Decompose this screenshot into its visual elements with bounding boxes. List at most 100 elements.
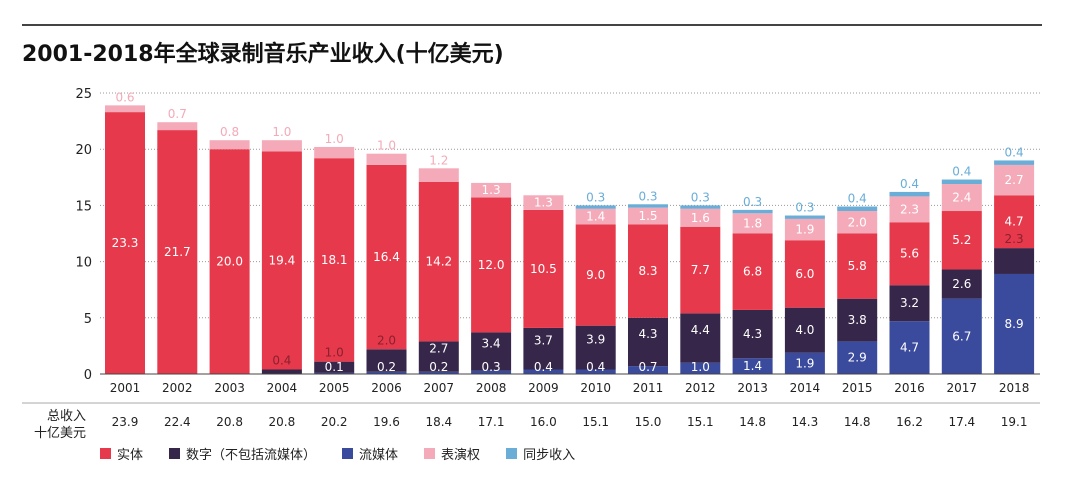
streaming-label: 0.3 (482, 360, 501, 374)
sync-label: 0.3 (638, 189, 657, 203)
bar-segment (889, 191, 930, 197)
bar-segment (784, 240, 825, 308)
legend: 实体 数字（不包括流媒体） 流媒体 表演权 同步收入 (100, 444, 575, 463)
bar-segment (732, 233, 773, 310)
bar-segment (889, 222, 930, 286)
digital-label: 4.4 (691, 323, 710, 337)
streaming-label: 6.7 (952, 329, 971, 343)
streaming-label: 2.9 (848, 351, 867, 365)
legend-item: 流媒体 (342, 444, 398, 463)
performance-rights-label: 0.7 (168, 107, 187, 121)
bar-segment (418, 341, 459, 372)
bar-segment (680, 226, 721, 314)
totals-row-unit: 十亿美元 (34, 426, 86, 441)
sync-label: 0.3 (795, 201, 814, 215)
bar-segment (837, 211, 878, 234)
legend-label: 表演权 (441, 448, 481, 463)
bar-segment (941, 184, 982, 212)
chart-title: 2001-2018年全球录制音乐产业收入(十亿美元) (22, 42, 504, 67)
physical-label: 8.3 (638, 264, 657, 278)
digital-label: 3.2 (900, 296, 919, 310)
performance-rights-label: 1.0 (325, 132, 344, 146)
x-tick-label: 2002 (162, 381, 193, 395)
physical-label: 16.4 (373, 250, 400, 264)
performance-rights-label: 1.3 (482, 183, 501, 197)
bar-segment (837, 298, 878, 342)
bar-segment (784, 215, 825, 219)
x-tick-label: 2006 (371, 381, 402, 395)
bar-segment (680, 362, 721, 374)
performance-rights-label: 2.7 (1005, 173, 1024, 187)
bar-segment (314, 372, 355, 374)
bar-segment (889, 196, 930, 223)
total-revenue-value: 19.1 (1001, 415, 1028, 429)
bar-segment (471, 332, 512, 371)
total-revenue-value: 14.8 (739, 415, 766, 429)
digital-label: 2.7 (429, 342, 448, 356)
x-tick-label: 2007 (424, 381, 455, 395)
x-tick-label: 2014 (790, 381, 821, 395)
total-revenue-value: 14.8 (844, 415, 871, 429)
digital-label: 3.7 (534, 334, 553, 348)
physical-label: 18.1 (321, 253, 348, 267)
bar-segment (575, 208, 616, 225)
streaming-label: 0.2 (377, 360, 396, 374)
legend-swatch (169, 448, 181, 459)
digital-label: 3.4 (482, 337, 501, 351)
y-tick-label: 20 (75, 143, 92, 158)
bar-segment (628, 366, 668, 374)
legend-swatch (342, 448, 354, 459)
sync-label: 0.3 (691, 190, 710, 204)
bar-segment (157, 122, 198, 131)
bar-segment (784, 307, 825, 353)
x-tick-label: 2004 (267, 381, 298, 395)
bar-segment (418, 371, 459, 374)
legend-item: 同步收入 (506, 444, 575, 463)
streaming-label: 1.9 (795, 356, 814, 370)
total-revenue-value: 14.3 (792, 415, 819, 429)
sync-label: 0.4 (848, 192, 867, 206)
x-tick-label: 2013 (737, 381, 768, 395)
legend-item: 实体 (100, 444, 143, 463)
physical-label: 14.2 (425, 255, 452, 269)
digital-label: 2.0 (377, 333, 396, 347)
total-revenue-value: 17.1 (478, 415, 505, 429)
x-tick-label: 2009 (528, 381, 559, 395)
bar-segment (784, 352, 825, 374)
performance-rights-label: 1.4 (586, 210, 605, 224)
digital-label: 2.6 (952, 277, 971, 291)
digital-label: 3.9 (586, 333, 605, 347)
bar-segment (209, 140, 250, 150)
physical-label: 12.0 (478, 258, 505, 272)
bar-segment (471, 182, 512, 198)
x-tick-label: 2012 (685, 381, 716, 395)
sync-label: 0.3 (586, 190, 605, 204)
bar-segment (523, 369, 564, 374)
physical-label: 5.8 (848, 259, 867, 273)
y-tick-label: 15 (75, 199, 92, 214)
total-revenue-value: 20.8 (216, 415, 243, 429)
total-revenue-value: 19.6 (373, 415, 400, 429)
x-tick-label: 2018 (999, 381, 1030, 395)
top-rule (22, 24, 1042, 26)
streaming-label: 1.4 (743, 359, 762, 373)
bar-segment (732, 213, 773, 234)
legend-label: 流媒体 (359, 448, 399, 463)
performance-rights-label: 0.6 (115, 90, 134, 104)
bar-segment (941, 269, 982, 299)
bar-segment (314, 158, 355, 362)
total-revenue-value: 17.4 (948, 415, 975, 429)
bar-segment (575, 205, 616, 209)
bar-segment (471, 370, 512, 374)
bar-segment (941, 211, 982, 270)
performance-rights-label: 1.9 (795, 223, 814, 237)
y-tick-label: 25 (75, 87, 92, 102)
performance-rights-label: 1.6 (691, 211, 710, 225)
sync-label: 0.4 (952, 165, 971, 179)
total-revenue-value: 20.8 (269, 415, 296, 429)
x-tick-label: 2005 (319, 381, 350, 395)
bar-segment (784, 218, 825, 241)
x-tick-label: 2008 (476, 381, 507, 395)
streaming-label: 1.0 (691, 360, 710, 374)
total-revenue-value: 18.4 (425, 415, 452, 429)
